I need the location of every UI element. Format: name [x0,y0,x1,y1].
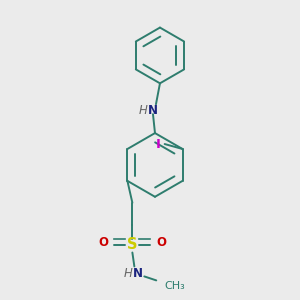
Text: H: H [139,104,148,117]
Text: O: O [98,236,109,249]
Text: CH₃: CH₃ [164,281,185,291]
Text: N: N [148,104,158,117]
Text: S: S [127,237,138,252]
Text: O: O [156,236,166,249]
Text: H: H [124,267,133,280]
Text: I: I [156,137,161,151]
Text: N: N [133,267,143,280]
